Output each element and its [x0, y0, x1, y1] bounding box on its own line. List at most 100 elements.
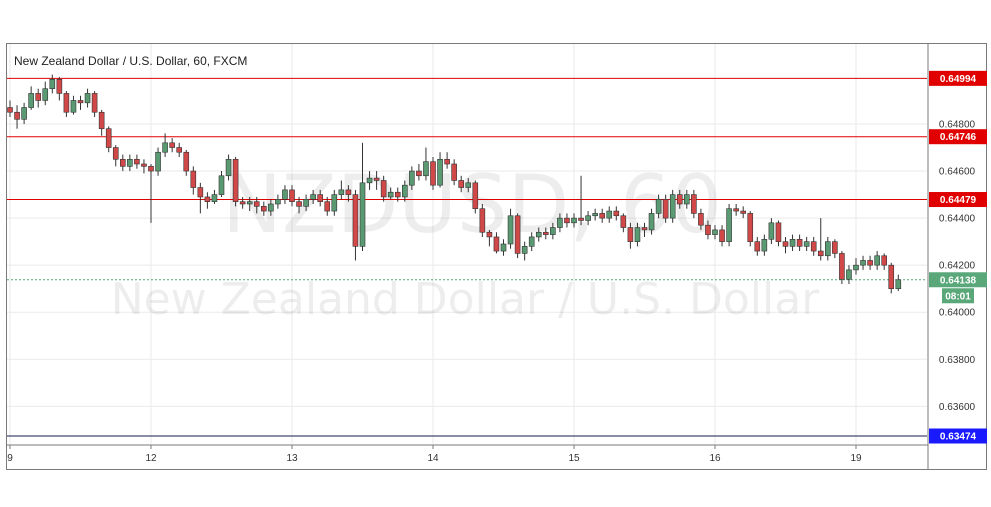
candle-body [557, 217, 563, 228]
candle-body [359, 182, 366, 247]
candle-body [874, 255, 880, 266]
candle-body [28, 93, 34, 108]
candle-body [740, 210, 747, 214]
candle-body [394, 191, 401, 198]
candle-body [486, 231, 493, 238]
candle-body [726, 208, 732, 242]
candle-body [528, 236, 535, 247]
price-axis[interactable]: 0.64800 0.64600 0.64400 0.64200 0.64000 0.638… [939, 120, 976, 413]
candle-body [437, 158, 443, 186]
candle-body [789, 238, 796, 247]
candle-body [691, 194, 697, 214]
candle-body [345, 189, 352, 195]
candle-body [719, 229, 725, 242]
candle-body [246, 201, 253, 205]
current-price-tag [929, 272, 987, 288]
candle-body [260, 206, 267, 212]
candle-body [479, 208, 486, 233]
candle-body [817, 250, 824, 257]
candle-body [747, 213, 754, 242]
candle-body [35, 93, 42, 101]
candle-body [641, 227, 648, 231]
candle-body [105, 128, 112, 148]
candle-body [535, 231, 542, 238]
candle-body [14, 111, 20, 120]
candle-body [888, 264, 895, 290]
candle-body [796, 238, 803, 247]
candle-body [197, 187, 204, 198]
candle-body [352, 194, 359, 247]
candle-body [268, 203, 274, 212]
price-tick-label: 0.64000 [939, 308, 976, 319]
time-axis[interactable]: 9 12 13 14 15 16 19 [7, 445, 862, 464]
candle-body [183, 151, 190, 172]
candle-body [571, 217, 577, 224]
time-tick-label: 14 [427, 453, 439, 464]
candle-body [881, 255, 888, 266]
candle-body [472, 182, 479, 210]
candle-body [655, 198, 662, 214]
candle-body [324, 201, 331, 212]
candle-body [634, 227, 641, 242]
candle-body [550, 227, 556, 235]
candle-body [810, 241, 817, 252]
price-tick-label: 0.64800 [939, 120, 976, 131]
candle-body [211, 194, 218, 202]
candle-body [77, 100, 84, 104]
candle-body [465, 182, 472, 188]
candle-body [42, 88, 49, 101]
candle-body [754, 241, 761, 252]
candle-body [867, 260, 873, 266]
candle-body [853, 264, 859, 271]
level-price-tag [929, 192, 987, 208]
candle-body [190, 170, 197, 188]
candle-body [310, 194, 316, 200]
candle-body [592, 213, 598, 217]
candle-body [232, 158, 239, 202]
candle-body [620, 215, 627, 228]
candle-body [500, 243, 507, 252]
candle-body [782, 241, 789, 247]
candle-body [542, 231, 549, 235]
candle-body [49, 78, 56, 90]
horizontal-lines [7, 77, 927, 437]
candle-body [648, 213, 655, 231]
candle-body [239, 201, 246, 205]
current-price-tag-label: 0.64138 [940, 275, 977, 286]
candle-body [521, 246, 528, 254]
candle-body [613, 210, 620, 217]
candle-body [141, 163, 147, 167]
candle-body [895, 279, 902, 290]
candle-body [860, 260, 866, 266]
candle-body [373, 177, 380, 181]
candle-body [317, 194, 324, 202]
candle-body [514, 215, 521, 254]
candle-body [803, 241, 810, 247]
candle-body [338, 189, 345, 195]
candle-body [155, 151, 161, 172]
candle-body [98, 111, 105, 130]
candle-body [253, 201, 260, 207]
candle-body [84, 93, 91, 104]
price-tags: 0.64994 0.64746 0.64479 0.63474 0.64138 08:01 [929, 70, 987, 444]
price-tick-label: 0.64200 [939, 261, 976, 272]
level-price-tag [929, 129, 987, 145]
candle-body [599, 213, 606, 219]
candle-body [409, 170, 415, 186]
candle-body [366, 177, 373, 184]
candle-body [775, 222, 782, 242]
watermark-name: New Zealand Dollar / U.S. Dollar [111, 274, 821, 325]
candle-body [662, 198, 669, 219]
candle-body [289, 189, 295, 202]
candle-body [148, 166, 154, 172]
level-price-tag-label: 0.64479 [940, 195, 977, 206]
time-tick-label: 16 [709, 453, 721, 464]
chart-grid [7, 44, 927, 444]
level-price-tag-label: 0.63474 [940, 432, 977, 443]
candle-body [282, 189, 288, 200]
candle-body [225, 158, 232, 177]
price-tick-label: 0.63800 [939, 355, 976, 366]
candle-body [444, 158, 450, 165]
candle-body [380, 180, 387, 198]
